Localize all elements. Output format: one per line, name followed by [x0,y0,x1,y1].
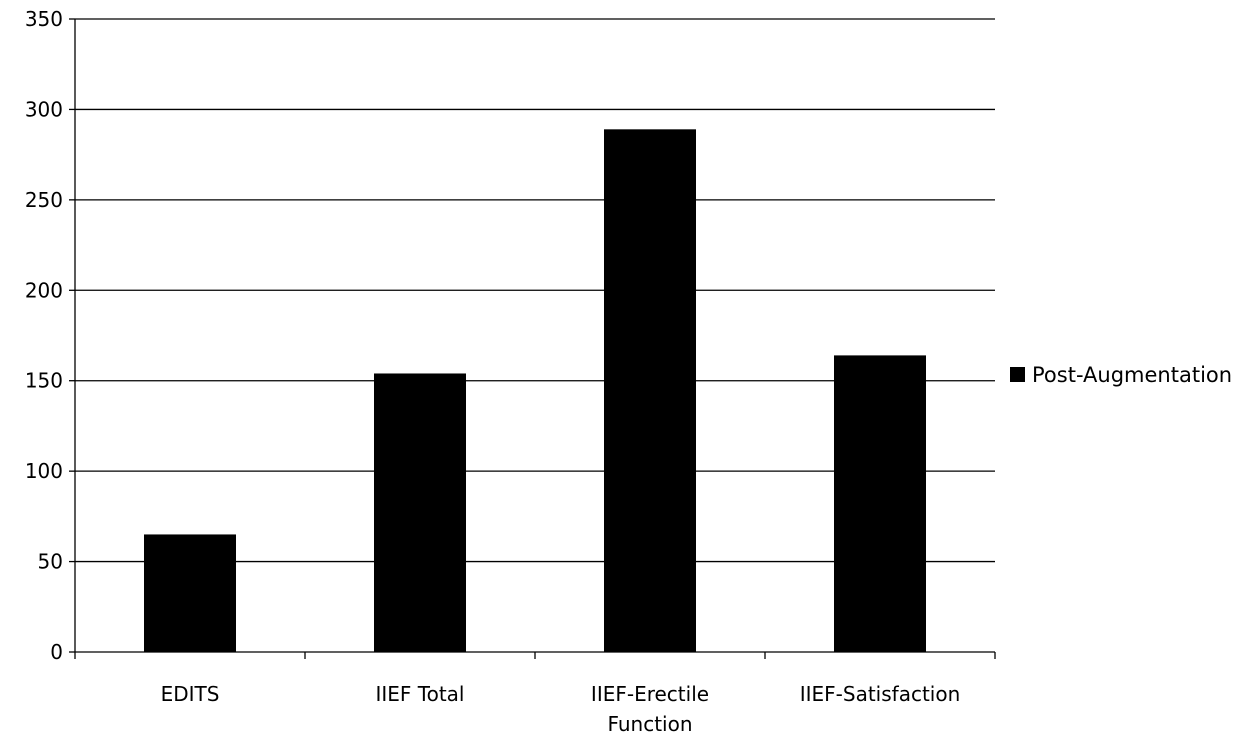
y-tick-labels: 0 50 100 150 200 250 300 350 [25,7,63,664]
y-tick-label: 50 [38,550,63,574]
bar [144,534,236,652]
y-tick-label: 150 [25,369,63,393]
y-tick-label: 300 [25,97,63,121]
y-tick-label: 350 [25,7,63,31]
x-category-label: IIEF-Satisfaction [800,682,961,706]
legend-label: Post-Augmentation [1032,363,1232,387]
bar [374,373,466,652]
bar [834,355,926,652]
y-tick-label: 0 [50,640,63,664]
y-tick-label: 100 [25,459,63,483]
bar [604,129,696,652]
legend: Post-Augmentation [1010,363,1232,387]
x-category-labels: EDITS IIEF Total IIEF-Erectile Function IIEF… [161,682,961,736]
bars [144,129,926,652]
x-category-label: EDITS [161,682,220,706]
x-category-label: IIEF-Erectile Function [591,682,709,736]
gridlines [75,18,995,563]
x-category-label: IIEF Total [375,682,464,706]
y-tick-label: 250 [25,188,63,212]
y-tick-label: 200 [25,278,63,302]
legend-swatch [1010,367,1025,382]
